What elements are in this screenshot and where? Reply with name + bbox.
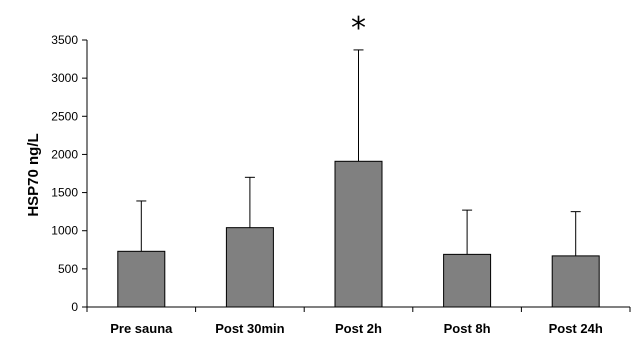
y-tick-label: 2500 bbox=[51, 109, 78, 123]
annotations: * bbox=[351, 11, 366, 46]
x-category-label: Post 30min bbox=[215, 321, 284, 336]
x-category-label: Post 8h bbox=[444, 321, 491, 336]
x-category-label: Post 24h bbox=[549, 321, 603, 336]
error-bars bbox=[136, 49, 581, 256]
x-category-label: Pre sauna bbox=[110, 321, 173, 336]
bar-post-24h bbox=[551, 255, 600, 308]
y-tick-label: 3000 bbox=[51, 71, 78, 85]
y-tick-label: 2000 bbox=[51, 147, 78, 161]
significance-asterisk: * bbox=[351, 11, 366, 46]
y-tick-label: 0 bbox=[71, 300, 78, 314]
y-axis: 0 500 1000 1500 2000 2500 3000 3500 bbox=[51, 33, 631, 314]
y-axis-title: HSP70 ng/L bbox=[25, 133, 42, 216]
y-tick-label: 3500 bbox=[51, 33, 78, 47]
y-tick-label: 1500 bbox=[51, 186, 78, 200]
y-tick-label: 500 bbox=[58, 262, 78, 276]
y-tick-label: 1000 bbox=[51, 224, 78, 238]
bar-post-30min bbox=[225, 227, 274, 308]
x-axis-labels: Pre sauna Post 30min Post 2h Post 8h Post 24… bbox=[110, 321, 603, 336]
bar-post-8h bbox=[443, 253, 492, 308]
bar-pre-sauna bbox=[117, 250, 166, 308]
bar-post-2h bbox=[334, 160, 383, 308]
bars bbox=[117, 160, 600, 308]
x-category-label: Post 2h bbox=[335, 321, 382, 336]
